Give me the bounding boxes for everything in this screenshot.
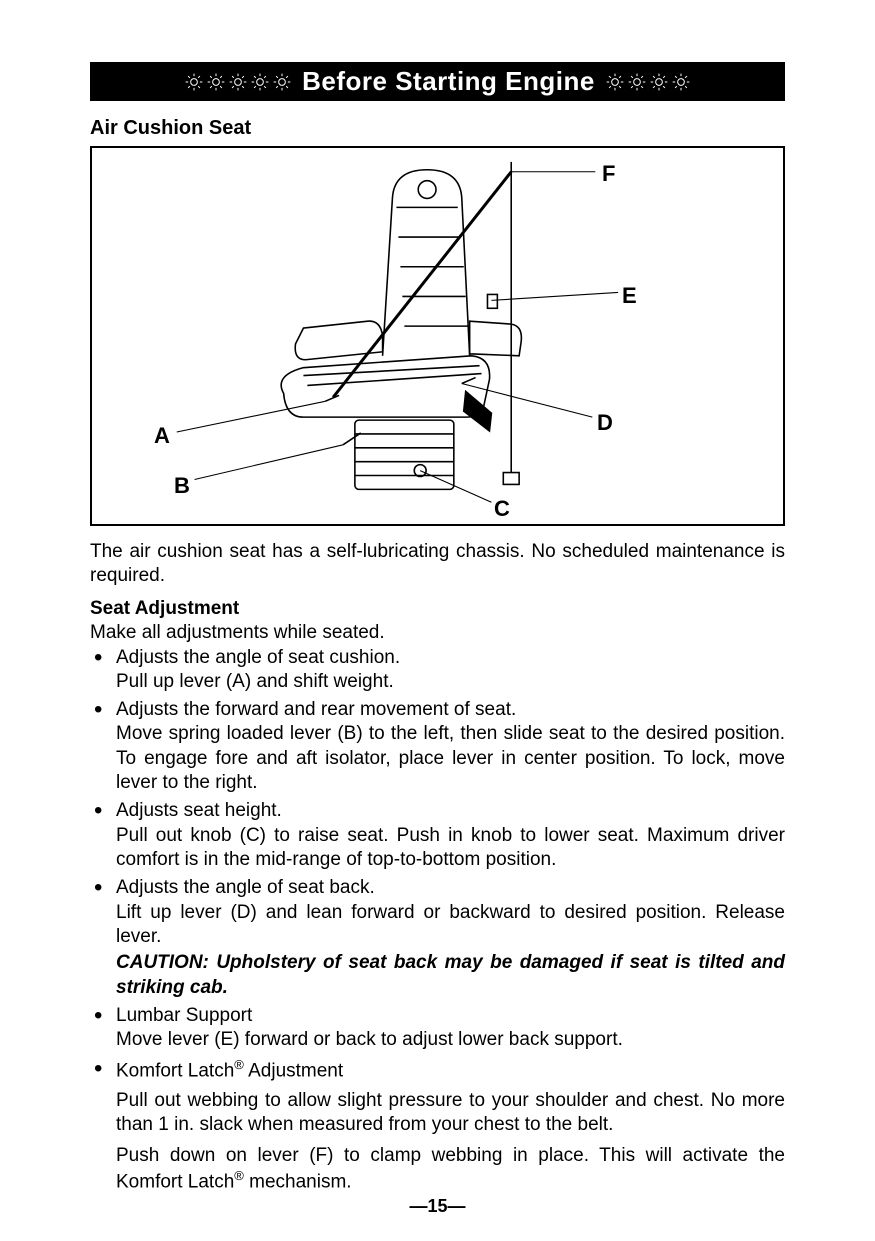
page-number: —15— <box>0 1196 875 1217</box>
list-item-body: Lift up lever (D) and lean forward or ba… <box>116 901 785 950</box>
gear-icon <box>250 72 270 92</box>
list-item-body: Pull out knob (C) to raise seat. Push in… <box>116 824 785 873</box>
list-item: Lumbar Support Move lever (E) forward or… <box>90 1004 785 1053</box>
list-item-title: Lumbar Support <box>116 1004 785 1028</box>
list-item-body2: Push down on lever (F) to clamp webbing … <box>116 1144 785 1195</box>
callout-E: E <box>622 283 637 309</box>
list-item-title: Adjusts the angle of seat back. <box>116 876 785 900</box>
gear-icon <box>649 72 669 92</box>
callout-B: B <box>174 473 190 499</box>
gear-icon <box>605 72 625 92</box>
gear-icon <box>184 72 204 92</box>
seat-diagram: A B C D E F <box>90 146 785 526</box>
list-item-title: Adjusts the angle of seat cushion. <box>116 646 785 670</box>
gear-icon <box>671 72 691 92</box>
gear-icon <box>627 72 647 92</box>
seat-svg <box>92 148 783 524</box>
list-item-body: Pull up lever (A) and shift weight. <box>116 670 785 694</box>
header-bar: Before Starting Engine <box>90 62 785 101</box>
section-heading: Air Cushion Seat <box>90 117 785 140</box>
gear-group-right <box>605 72 691 92</box>
registered-icon: ® <box>234 1168 244 1183</box>
caution-text: CAUTION: Upholstery of seat back may be … <box>116 951 785 1000</box>
list-item-title: Adjusts seat height. <box>116 799 785 823</box>
list-item-title: Adjusts the forward and rear movement of… <box>116 698 785 722</box>
gear-icon <box>272 72 292 92</box>
list-item: Adjusts the angle of seat cushion. Pull … <box>90 646 785 695</box>
header-title: Before Starting Engine <box>302 66 595 97</box>
registered-icon: ® <box>234 1057 244 1072</box>
list-item: Komfort Latch® Adjustment Pull out webbi… <box>90 1057 785 1195</box>
gear-group-left <box>184 72 292 92</box>
list-item: Adjusts seat height. Pull out knob (C) t… <box>90 799 785 872</box>
instruction-line: Make all adjustments while seated. <box>90 622 785 644</box>
gear-icon <box>206 72 226 92</box>
gear-icon <box>228 72 248 92</box>
callout-D: D <box>597 410 613 436</box>
callout-A: A <box>154 423 170 449</box>
adjustment-list: Adjusts the angle of seat cushion. Pull … <box>90 646 785 1195</box>
list-item-title: Komfort Latch® Adjustment <box>116 1057 785 1084</box>
callout-C: C <box>494 496 510 522</box>
callout-F: F <box>602 161 615 187</box>
list-item-body: Move lever (E) forward or back to adjust… <box>116 1028 785 1052</box>
list-item: Adjusts the forward and rear movement of… <box>90 698 785 795</box>
intro-text: The air cushion seat has a self-lubricat… <box>90 540 785 588</box>
sub-heading: Seat Adjustment <box>90 598 785 620</box>
list-item-body: Pull out webbing to allow slight pressur… <box>116 1089 785 1138</box>
list-item: Adjusts the angle of seat back. Lift up … <box>90 876 785 1000</box>
list-item-body: Move spring loaded lever (B) to the left… <box>116 722 785 795</box>
